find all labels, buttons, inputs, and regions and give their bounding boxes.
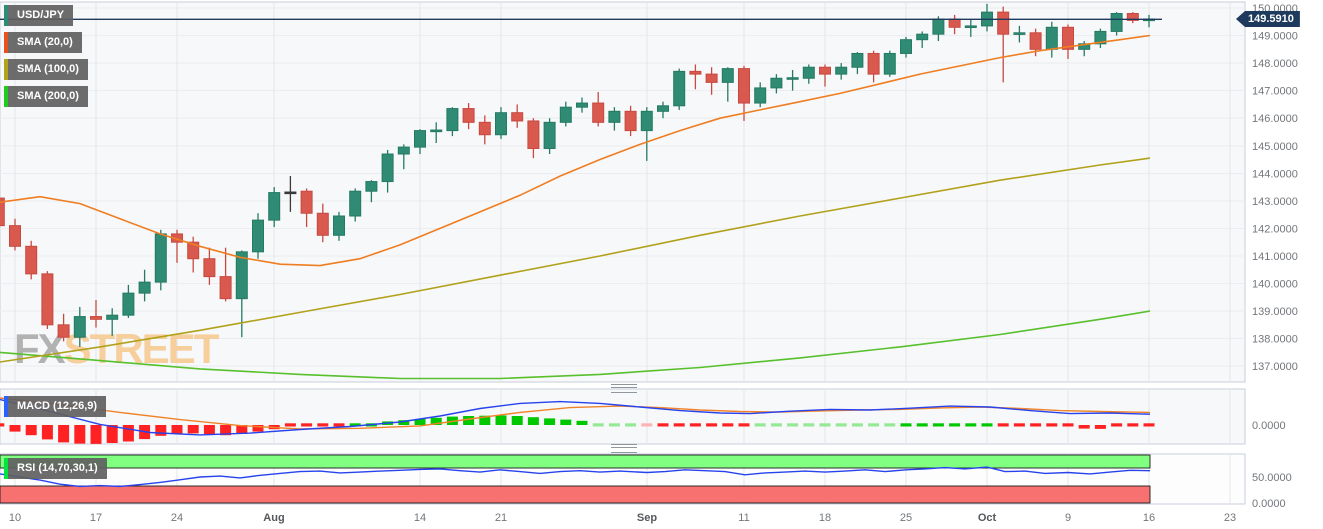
svg-text:14: 14: [414, 512, 426, 524]
svg-text:144.0000: 144.0000: [1252, 168, 1298, 180]
svg-text:137.0000: 137.0000: [1252, 361, 1298, 373]
sma100-label: SMA (100,0): [8, 59, 88, 80]
svg-text:18: 18: [819, 512, 831, 524]
svg-text:17: 17: [90, 512, 102, 524]
svg-text:16: 16: [1143, 512, 1155, 524]
rsi-accent-icon: [4, 458, 8, 479]
sma20-accent-icon: [4, 32, 8, 53]
sma20-line: [0, 34, 1151, 267]
svg-text:145.0000: 145.0000: [1252, 141, 1298, 153]
legend-item-rsi[interactable]: RSI (14,70,30,1): [4, 458, 107, 479]
sma100-accent-icon: [4, 59, 8, 80]
macd-accent-icon: [4, 396, 8, 417]
legend-item-sma100[interactable]: SMA (100,0): [4, 59, 88, 80]
sma200-line: [0, 310, 1151, 380]
sma100-line: [0, 157, 1151, 363]
price-axis[interactable]: 150.0000149.0000148.0000147.0000146.0000…: [1252, 3, 1298, 510]
macd-label: MACD (12,26,9): [8, 396, 107, 417]
horizontal-gridlines: [0, 7, 1245, 367]
svg-text:140.0000: 140.0000: [1252, 279, 1298, 291]
legend-item-sma200[interactable]: SMA (200,0): [4, 86, 88, 107]
svg-text:148.0000: 148.0000: [1252, 58, 1298, 70]
svg-text:143.0000: 143.0000: [1252, 196, 1298, 208]
svg-text:Aug: Aug: [263, 512, 284, 524]
svg-text:11: 11: [738, 512, 749, 524]
candlestick-series: [0, 3, 1155, 347]
svg-text:9: 9: [1065, 512, 1071, 524]
svg-text:Sep: Sep: [637, 512, 657, 524]
svg-text:23: 23: [1224, 512, 1236, 524]
svg-text:142.0000: 142.0000: [1252, 223, 1298, 235]
svg-text:146.0000: 146.0000: [1252, 113, 1298, 125]
rsi-overbought-band: [0, 454, 1151, 469]
svg-text:139.0000: 139.0000: [1252, 306, 1298, 318]
svg-text:25: 25: [900, 512, 912, 524]
macd-zero-label: 0.0000: [1252, 420, 1286, 432]
last-price-badge: 149.5910: [1236, 11, 1300, 27]
svg-text:Oct: Oct: [978, 512, 997, 524]
legend-item-usdjpy[interactable]: USD/JPY: [4, 5, 74, 26]
usdjpy-accent-icon: [4, 5, 8, 26]
panel-resize-handle-macd[interactable]: [611, 384, 637, 393]
sma20-label: SMA (20,0): [8, 32, 82, 53]
svg-text:21: 21: [495, 512, 507, 524]
svg-text:149.0000: 149.0000: [1252, 31, 1298, 43]
legend-item-sma20[interactable]: SMA (20,0): [4, 32, 82, 53]
rsi-oversold-band: [0, 485, 1151, 504]
panel-resize-handle-rsi[interactable]: [611, 444, 637, 453]
macd-main-line: [0, 398, 1151, 436]
svg-text:147.0000: 147.0000: [1252, 86, 1298, 98]
rsi-main-line: [0, 466, 1151, 488]
macd-panel[interactable]: [0, 388, 1246, 445]
time-axis[interactable]: 10 17 24 Aug 14 21 Sep 11 18 25 Oct 9 16 23: [9, 512, 1236, 524]
rsi-50-label: 50.0000: [1252, 472, 1292, 484]
symbol-label: USD/JPY: [8, 5, 74, 26]
legend-item-macd[interactable]: MACD (12,26,9): [4, 396, 107, 417]
sma200-accent-icon: [4, 86, 8, 107]
main-chart-panel[interactable]: [0, 1, 1246, 383]
sma200-label: SMA (200,0): [8, 86, 88, 107]
rsi-0-label: 0.0000: [1252, 498, 1286, 510]
svg-text:138.0000: 138.0000: [1252, 334, 1298, 346]
svg-text:10: 10: [9, 512, 21, 524]
rsi-label: RSI (14,70,30,1): [8, 458, 107, 479]
svg-text:24: 24: [171, 512, 183, 524]
svg-text:141.0000: 141.0000: [1252, 251, 1298, 263]
